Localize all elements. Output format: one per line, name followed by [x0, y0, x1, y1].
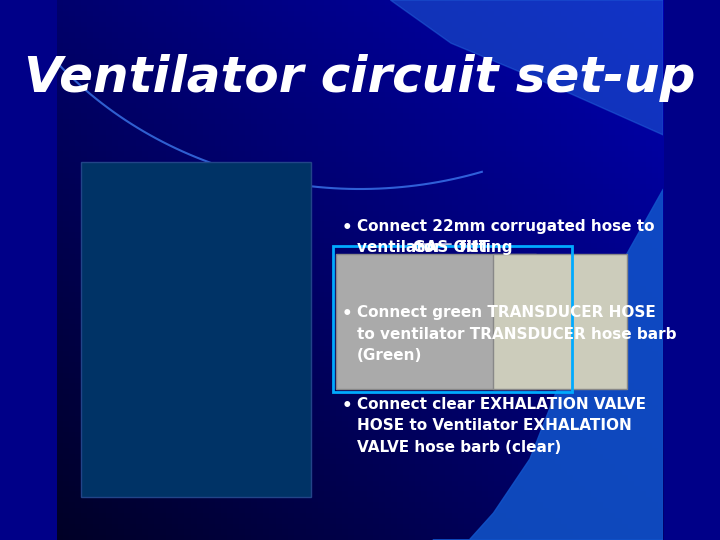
FancyBboxPatch shape: [336, 254, 536, 389]
Text: •: •: [342, 397, 352, 415]
Text: •: •: [342, 305, 352, 323]
Text: Connect clear EXHALATION VALVE: Connect clear EXHALATION VALVE: [357, 397, 646, 412]
Text: to ventilator TRANSDUCER hose barb: to ventilator TRANSDUCER hose barb: [357, 327, 677, 342]
Text: GAS OUT: GAS OUT: [413, 240, 489, 255]
Text: Connect 22mm corrugated hose to: Connect 22mm corrugated hose to: [357, 219, 654, 234]
Text: HOSE to Ventilator EXHALATION: HOSE to Ventilator EXHALATION: [357, 418, 631, 434]
FancyBboxPatch shape: [493, 254, 627, 389]
Text: fitting: fitting: [454, 240, 513, 255]
Text: Connect green TRANSDUCER HOSE: Connect green TRANSDUCER HOSE: [357, 305, 656, 320]
Polygon shape: [390, 0, 663, 135]
Text: VALVE hose barb (clear): VALVE hose barb (clear): [357, 440, 561, 455]
FancyBboxPatch shape: [81, 162, 312, 497]
Text: (Green): (Green): [357, 348, 423, 363]
Bar: [333, 246, 572, 392]
Text: ventilator: ventilator: [357, 240, 446, 255]
Text: Ventilator circuit set-up: Ventilator circuit set-up: [24, 54, 696, 102]
Text: •: •: [342, 219, 352, 237]
Polygon shape: [433, 189, 663, 540]
